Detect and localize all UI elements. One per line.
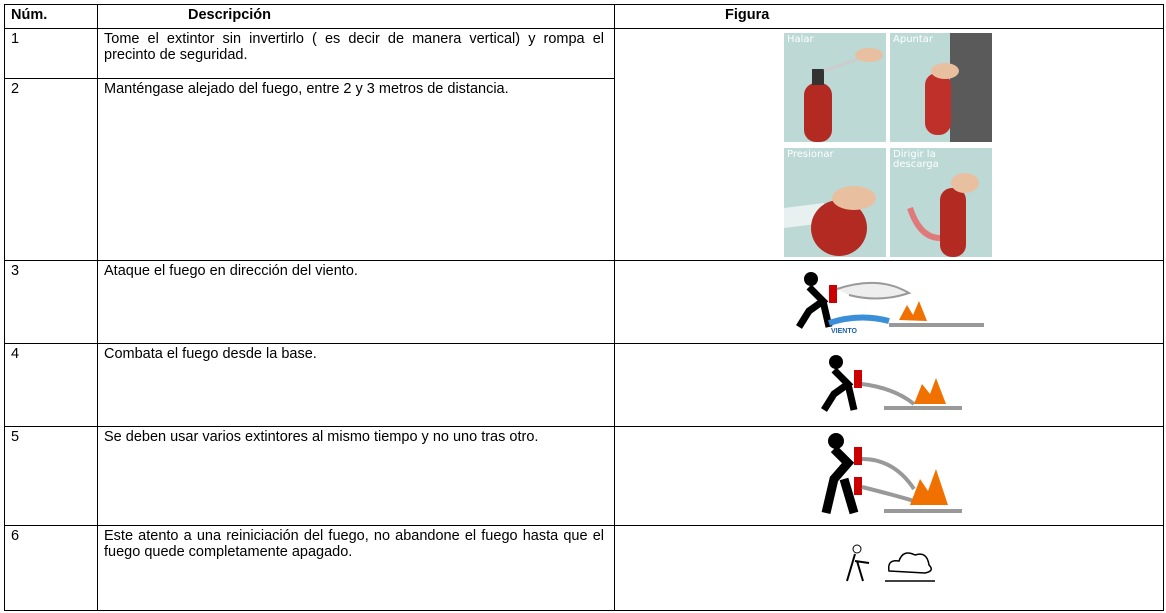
num-cell: 3	[4, 260, 98, 344]
figure-label: Dirigir la descarga	[893, 148, 939, 170]
wind-figure: VIENTO	[796, 272, 984, 335]
num-cell: 1	[4, 28, 98, 79]
figure-label: Presionar	[787, 148, 834, 160]
figure-cell: Halar Apuntar Presionar Dirigir la desca…	[614, 28, 1164, 261]
watch-figure	[846, 544, 935, 582]
row: 2 Manténgase alejado del fuego, entre 2 …	[4, 78, 1164, 261]
figure-label: VIENTO	[831, 328, 857, 335]
figure-tile: Apuntar	[890, 32, 992, 142]
figure-cell	[614, 343, 1164, 427]
figure-label: Apuntar	[893, 33, 934, 45]
description-cell: Se deben usar varios extintores al mismo…	[97, 426, 615, 526]
description-cell: Este atento a una reiniciación del fuego…	[97, 525, 615, 611]
row: 1 Tome el extintor sin invertirlo ( es d…	[4, 28, 1164, 261]
figure-cell	[614, 525, 1164, 611]
description-cell: Ataque el fuego en dirección del viento.	[97, 260, 615, 344]
base-figure	[821, 355, 962, 412]
description-cell: Combata el fuego desde la base.	[97, 343, 615, 427]
row: 3 Ataque el fuego en dirección del vient…	[4, 260, 1164, 344]
row: 5 Se deben usar varios extintores al mis…	[4, 426, 1164, 526]
header-row: Núm. Descripción Figura	[4, 4, 1164, 29]
num-cell: 6	[4, 525, 98, 611]
num-cell: 4	[4, 343, 98, 427]
description-cell: Tome el extintor sin invertirlo ( es dec…	[97, 28, 615, 79]
figure-tile: Dirigir la descarga	[890, 147, 992, 257]
header-cell: Figura	[614, 4, 1164, 29]
figure-tile: Presionar	[784, 147, 886, 257]
figure-tile: Halar	[784, 32, 886, 142]
row: 6 Este atento a una reiniciación del fue…	[4, 525, 1164, 611]
figure-cell: VIENTO	[614, 260, 1164, 344]
row: 4 Combata el fuego desde la base.	[4, 343, 1164, 427]
instruction-table: Núm. Descripción Figura 1 Tome el extint…	[4, 4, 1164, 611]
num-cell: 2	[4, 78, 98, 261]
description-cell: Manténgase alejado del fuego, entre 2 y …	[97, 78, 615, 261]
header-cell: Núm.	[4, 4, 98, 29]
header-cell: Descripción	[97, 4, 615, 29]
multiple-figure	[821, 433, 962, 515]
extinguisher-steps-figure: Halar Apuntar Presionar Dirigir la desca…	[784, 32, 994, 257]
num-cell: 5	[4, 426, 98, 526]
figure-cell	[614, 426, 1164, 526]
figure-label: Halar	[787, 33, 814, 45]
